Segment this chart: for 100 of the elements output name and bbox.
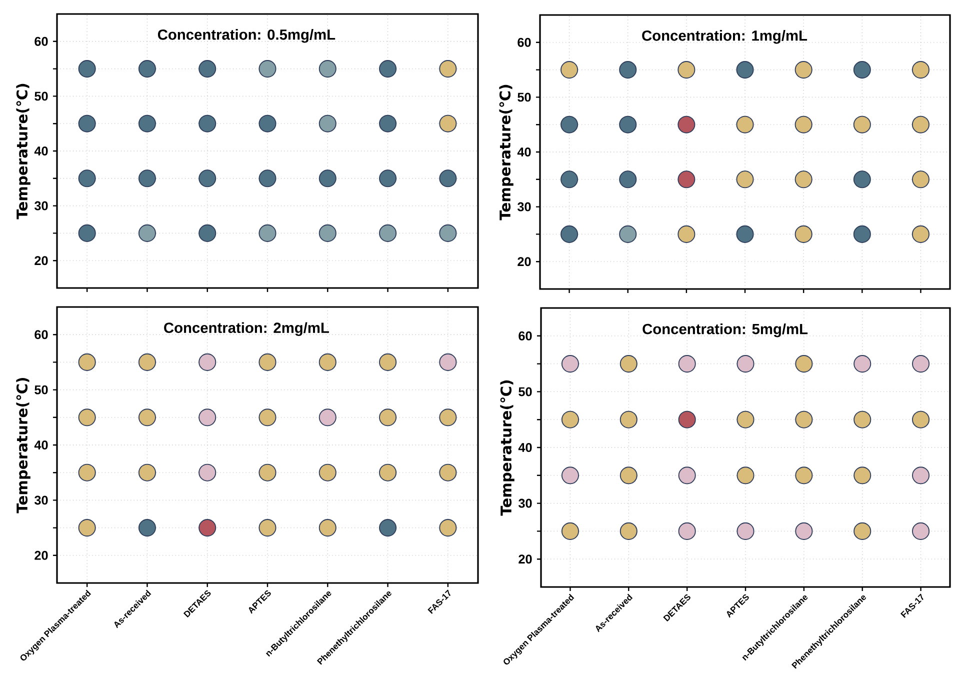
point bbox=[853, 116, 871, 134]
point bbox=[736, 410, 754, 428]
y-tick-label: 20 bbox=[518, 257, 531, 266]
text: Concentration: 2mg/mL bbox=[164, 322, 329, 336]
point bbox=[439, 519, 457, 537]
point bbox=[138, 353, 156, 371]
point bbox=[620, 410, 638, 428]
point bbox=[379, 170, 397, 188]
point bbox=[619, 225, 637, 243]
point bbox=[78, 519, 96, 537]
text: Concentration: 0.5mg/mL bbox=[158, 29, 336, 43]
y-tick-label: 50 bbox=[518, 387, 532, 396]
point bbox=[318, 224, 336, 242]
y-tick-label: 30 bbox=[34, 496, 48, 505]
point bbox=[318, 519, 336, 537]
point bbox=[318, 408, 336, 426]
y-axis-title: Temperature(℃) bbox=[16, 84, 30, 220]
point bbox=[379, 519, 397, 537]
point bbox=[379, 60, 397, 78]
y-tick-label: 40 bbox=[34, 440, 48, 450]
point bbox=[258, 464, 276, 482]
point bbox=[794, 61, 812, 79]
point bbox=[78, 464, 96, 482]
point bbox=[736, 522, 754, 540]
point bbox=[439, 464, 457, 482]
y-tick-label: 30 bbox=[34, 201, 48, 210]
point bbox=[78, 114, 96, 132]
point bbox=[138, 170, 156, 188]
point bbox=[439, 114, 457, 132]
y-tick-label: 30 bbox=[518, 202, 531, 212]
point bbox=[258, 224, 276, 242]
point bbox=[258, 353, 276, 371]
point bbox=[258, 519, 276, 537]
point bbox=[379, 408, 397, 426]
point bbox=[198, 170, 216, 188]
point bbox=[736, 116, 754, 134]
y-tick-label: 50 bbox=[34, 385, 48, 394]
point bbox=[794, 116, 812, 134]
y-tick-label: 20 bbox=[34, 550, 48, 560]
point bbox=[736, 355, 754, 373]
point bbox=[138, 224, 156, 242]
point bbox=[379, 353, 397, 371]
point bbox=[912, 410, 930, 428]
point bbox=[78, 60, 96, 78]
point bbox=[198, 464, 216, 482]
point bbox=[258, 114, 276, 132]
point bbox=[379, 114, 397, 132]
point bbox=[318, 353, 336, 371]
point bbox=[854, 466, 872, 484]
point bbox=[198, 60, 216, 78]
point bbox=[198, 353, 216, 371]
point bbox=[678, 61, 696, 79]
point bbox=[561, 410, 579, 428]
point bbox=[678, 170, 696, 188]
point bbox=[318, 170, 336, 188]
y-tick-label: 60 bbox=[518, 38, 531, 47]
text: Concentration: 5mg/mL bbox=[642, 323, 808, 338]
y-tick-label: 50 bbox=[34, 92, 48, 101]
point bbox=[439, 60, 457, 78]
point bbox=[678, 410, 696, 428]
y-tick-label: 40 bbox=[518, 443, 532, 452]
point bbox=[678, 522, 696, 540]
y-tick-label: 50 bbox=[518, 92, 531, 102]
point bbox=[198, 519, 216, 537]
point bbox=[379, 464, 397, 482]
y-tick-label: 40 bbox=[34, 146, 48, 156]
point bbox=[736, 466, 754, 484]
y-axis-title: Temperature(℃) bbox=[16, 378, 30, 514]
point bbox=[795, 410, 813, 428]
point bbox=[561, 355, 579, 373]
point bbox=[78, 170, 96, 188]
point bbox=[318, 464, 336, 482]
y-tick-label: 60 bbox=[34, 330, 48, 340]
y-tick-label: 20 bbox=[34, 256, 48, 266]
point bbox=[912, 355, 930, 373]
point bbox=[198, 114, 216, 132]
point bbox=[854, 355, 872, 373]
y-tick-label: 60 bbox=[518, 331, 532, 340]
point bbox=[439, 170, 457, 188]
point bbox=[138, 60, 156, 78]
point bbox=[439, 408, 457, 426]
point bbox=[138, 519, 156, 537]
point bbox=[258, 170, 276, 188]
point bbox=[854, 410, 872, 428]
point bbox=[138, 114, 156, 132]
point bbox=[198, 408, 216, 426]
y-axis-title: Temperature(℃) bbox=[500, 380, 514, 516]
point bbox=[78, 408, 96, 426]
point bbox=[795, 522, 813, 540]
point bbox=[439, 353, 457, 371]
point bbox=[795, 466, 813, 484]
y-axis-title: Temperature(℃) bbox=[499, 84, 514, 220]
y-tick-label: 20 bbox=[518, 554, 532, 564]
point bbox=[678, 355, 696, 373]
point bbox=[620, 466, 638, 484]
point bbox=[258, 408, 276, 426]
point bbox=[439, 224, 457, 242]
point bbox=[912, 522, 930, 540]
point bbox=[138, 408, 156, 426]
point bbox=[379, 224, 397, 242]
